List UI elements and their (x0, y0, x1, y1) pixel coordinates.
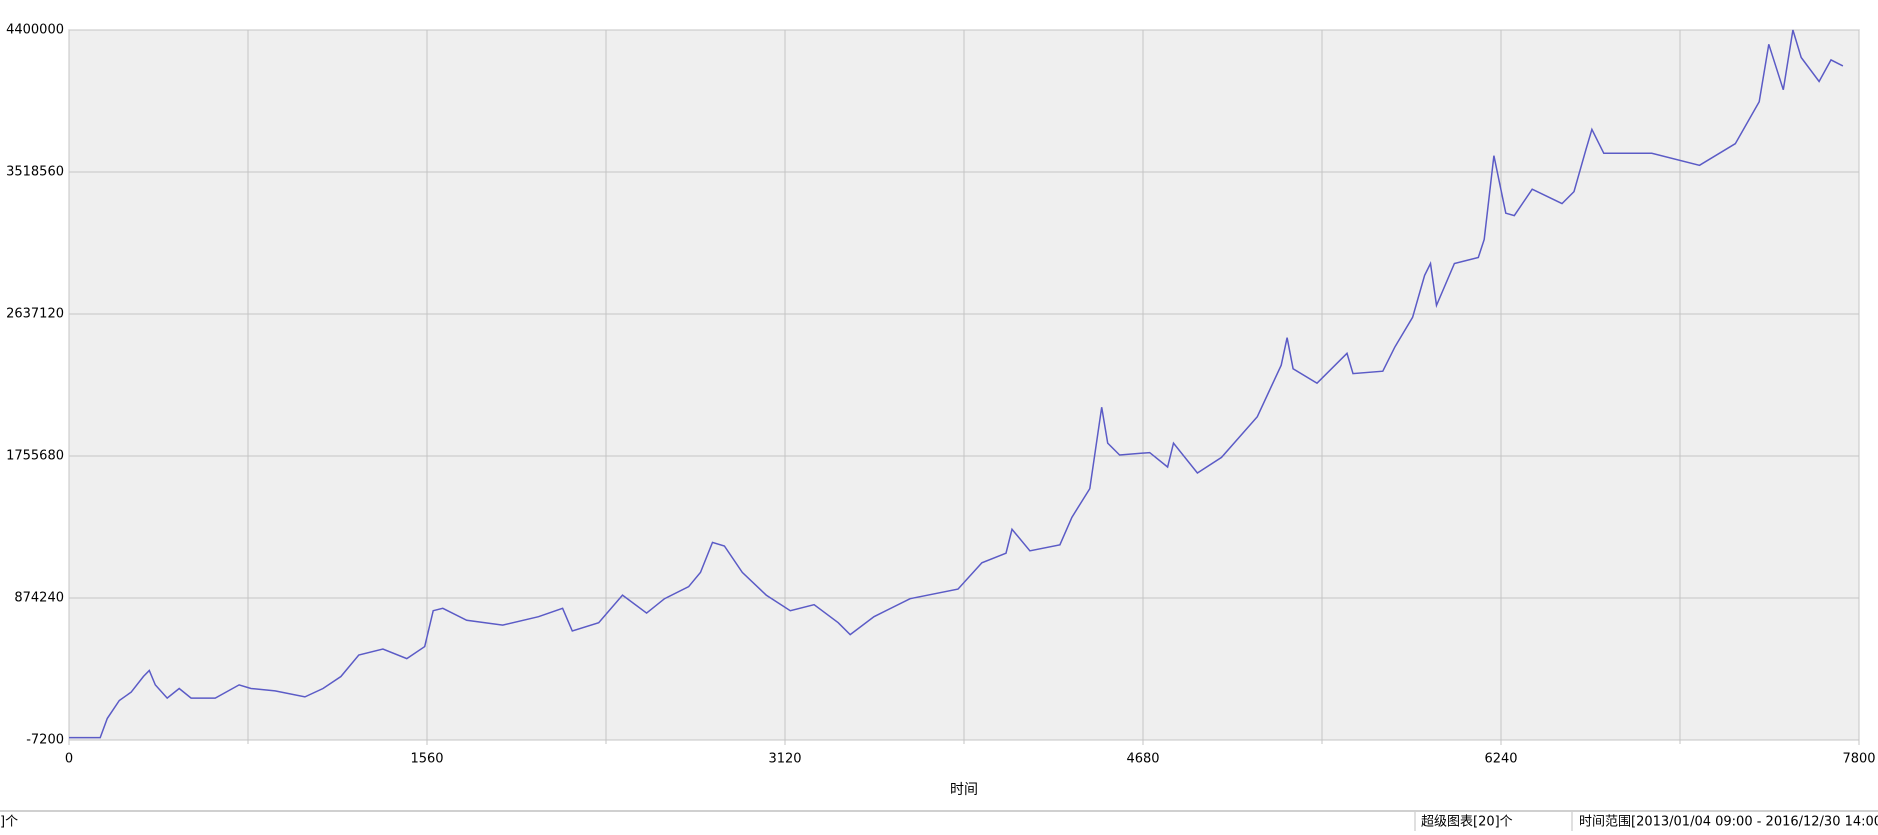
x-tick-label: 7800 (1842, 752, 1875, 767)
x-tick-label: 4680 (1126, 752, 1159, 767)
y-tick-label: 1755680 (6, 449, 64, 464)
x-tick-label: 1560 (410, 752, 443, 767)
x-tick-label: 6240 (1484, 752, 1517, 767)
y-tick-label: 3518560 (6, 165, 64, 180)
y-tick-label: 2637120 (6, 307, 64, 322)
x-tick-label: 0 (65, 752, 73, 767)
y-tick-label: 874240 (14, 591, 64, 606)
y-tick-label: -7200 (26, 733, 64, 748)
status-chart-count: 超级图表[20]个 (1421, 815, 1513, 830)
x-tick-label: 3120 (768, 752, 801, 767)
status-time-range: 时间范围[2013/01/04 09:00 - 2016/12/30 14:00… (1579, 815, 1878, 830)
status-left: ]个 (0, 815, 18, 830)
x-axis-label: 时间 (950, 782, 978, 798)
data-line (69, 29, 1844, 739)
y-tick-label: 4400000 (6, 23, 64, 38)
